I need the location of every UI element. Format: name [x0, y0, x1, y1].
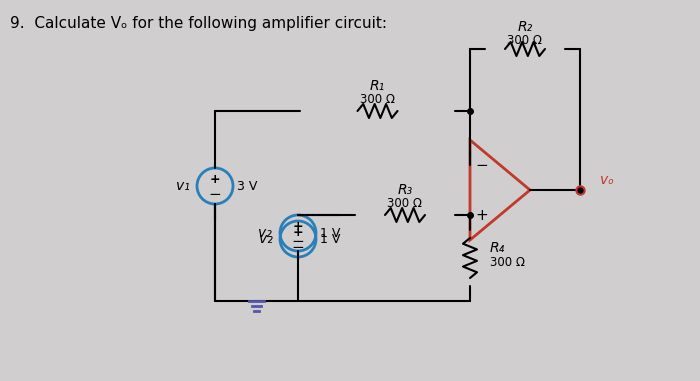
Text: 3 V: 3 V: [237, 179, 258, 192]
Text: −: −: [292, 234, 304, 248]
Text: 9.  Calculate Vₒ for the following amplifier circuit:: 9. Calculate Vₒ for the following amplif…: [10, 16, 387, 31]
Text: R₁: R₁: [370, 79, 385, 93]
Text: 300 Ω: 300 Ω: [388, 197, 423, 210]
Text: 300 Ω: 300 Ω: [508, 34, 542, 47]
Text: v₁: v₁: [176, 179, 190, 193]
Text: v₂: v₂: [259, 232, 273, 246]
Text: R₄: R₄: [490, 241, 505, 255]
Text: 300 Ω: 300 Ω: [360, 93, 395, 106]
Text: +: +: [293, 219, 303, 232]
Text: −: −: [292, 240, 304, 255]
Text: v₂: v₂: [258, 226, 272, 240]
Text: R₂: R₂: [517, 20, 533, 34]
Text: R₃: R₃: [398, 183, 412, 197]
Text: vₒ: vₒ: [600, 173, 614, 187]
Text: 1 V: 1 V: [320, 226, 340, 240]
Text: +: +: [475, 208, 489, 223]
Text: −: −: [475, 157, 489, 173]
Text: +: +: [210, 173, 220, 186]
Text: 300 Ω: 300 Ω: [490, 256, 525, 269]
Text: −: −: [209, 187, 221, 202]
Text: +: +: [293, 226, 303, 239]
Text: 1 V: 1 V: [320, 232, 340, 245]
